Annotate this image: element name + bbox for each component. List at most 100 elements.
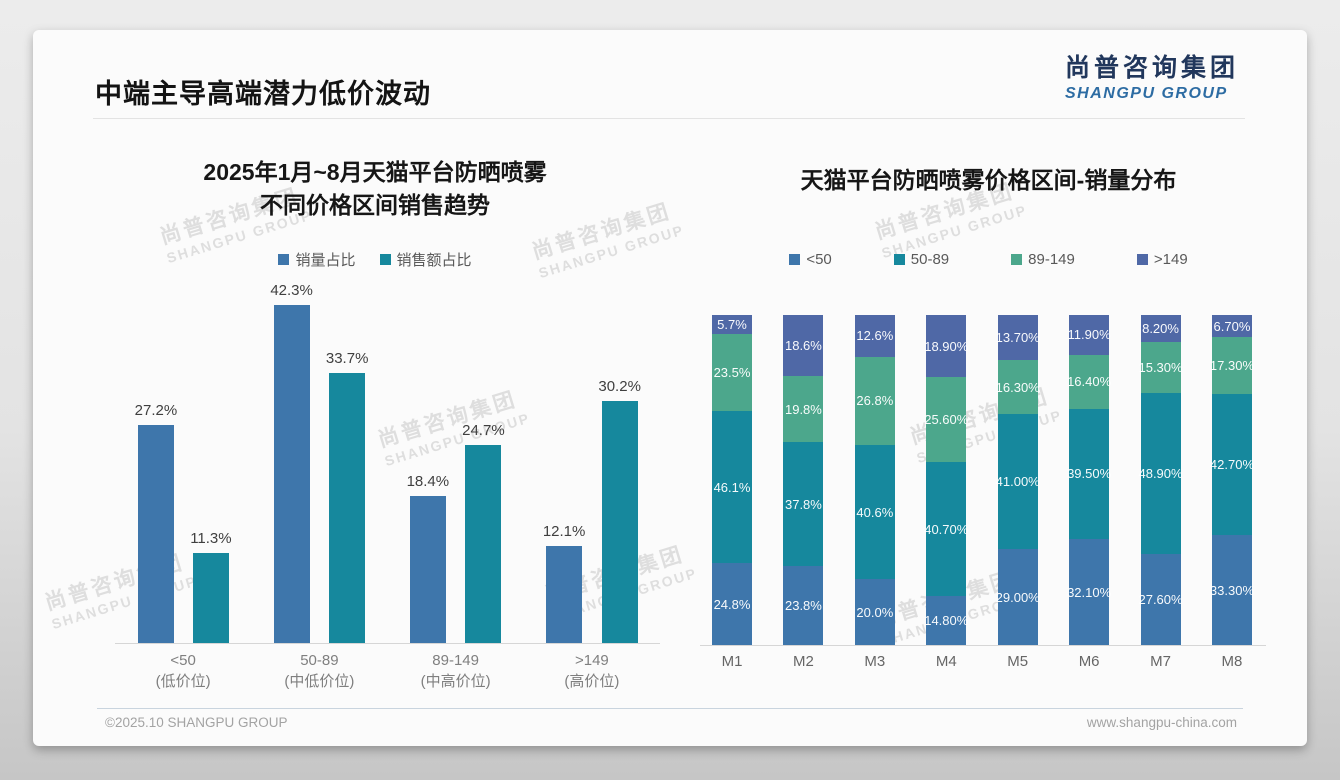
- stacked-bar-M7: 8.20% 15.30% 48.90% 27.60%: [1138, 315, 1183, 645]
- segment-value-label: 18.90%: [924, 338, 969, 354]
- segment-value-label: 40.6%: [856, 504, 894, 520]
- segment-<50: 29.00%: [995, 549, 1040, 645]
- right-chart-axis-line: [700, 645, 1266, 646]
- legend-item-89-149: 89-149: [1011, 251, 1075, 268]
- month-label: M2: [793, 653, 814, 670]
- segment->149: 18.90%: [924, 315, 969, 378]
- bar-group-<50: 27.2% 11.3%: [115, 303, 251, 643]
- segment-89-149: 23.5%: [712, 333, 752, 412]
- segment-50-89: 39.50%: [1067, 408, 1112, 540]
- legend-label: <50: [806, 251, 832, 268]
- stacked-bar-M4: 18.90% 25.60% 40.70% 14.80%: [924, 315, 969, 645]
- segment-50-89: 42.70%: [1210, 394, 1254, 536]
- legend-item-<50: <50: [789, 251, 832, 268]
- left-chart-title-line2: 不同价格区间销售趋势: [260, 192, 490, 219]
- segment->149: 18.6%: [783, 315, 824, 377]
- copyright-text: ©2025.10 SHANGPU GROUP: [105, 715, 288, 730]
- bar-rect: [546, 546, 583, 643]
- website-text: www.shangpu-china.com: [1086, 715, 1237, 730]
- page-title: 中端主导高端潜力低价波动: [95, 79, 431, 109]
- segment-value-label: 8.20%: [1142, 321, 1179, 337]
- legend-color-chip: [1136, 254, 1148, 265]
- bar-rect: [329, 373, 366, 643]
- stacked-bar-M1: 5.7% 23.5% 46.1% 24.8%: [712, 315, 752, 645]
- segment-<50: 27.60%: [1138, 553, 1183, 645]
- segment-value-label: 18.6%: [784, 338, 822, 354]
- segment-89-149: 26.8%: [854, 356, 895, 446]
- segment-value-label: 29.00%: [995, 589, 1040, 605]
- bar-rect: [601, 401, 638, 643]
- bar-销量占比: 12.1%: [542, 523, 586, 643]
- segment->149: 13.70%: [996, 315, 1040, 361]
- segment-50-89: 41.00%: [995, 414, 1040, 550]
- segment->149: 8.20%: [1140, 315, 1181, 343]
- left-chart-title-line1: 2025年1月~8月天猫平台防晒喷雾: [203, 159, 547, 185]
- x-axis-label-range: >149: [574, 652, 609, 669]
- x-axis-label-tier: (中低价位): [284, 673, 355, 690]
- segment-value-label: 48.90%: [1138, 465, 1183, 481]
- bar-value-label: 12.1%: [542, 523, 586, 541]
- segment-value-label: 46.1%: [713, 479, 751, 495]
- bar-group-89-149: 18.4% 24.7%: [388, 303, 524, 643]
- segment-<50: 20.0%: [854, 579, 895, 645]
- x-axis-label-tier: (中高价位): [420, 673, 491, 690]
- bar-rect: [137, 425, 174, 643]
- month-label: M1: [721, 653, 743, 670]
- segment-<50: 32.10%: [1067, 539, 1112, 645]
- bar-rect: [192, 552, 229, 643]
- segment-value-label: 40.70%: [924, 521, 969, 537]
- left-chart-x-axis: <50 (低价位) 50-89 (中低价位) 89-149 (中高价位) >149 (高价位): [115, 650, 660, 692]
- legend-label: 50-89: [910, 251, 950, 268]
- segment-value-label: 24.8%: [713, 596, 751, 612]
- legend-color-chip: [893, 254, 905, 265]
- stacked-bar-M6: 11.90% 16.40% 39.50% 32.10%: [1067, 315, 1112, 645]
- bar-销量占比: 27.2%: [135, 402, 177, 643]
- bar-group-50-89: 42.3% 33.7%: [251, 282, 387, 643]
- segment-value-label: 41.00%: [995, 474, 1040, 490]
- logo: 尚普咨询集团 SHANGPU GROUP: [1065, 48, 1239, 103]
- legend-color-chip: [379, 254, 391, 265]
- segment-value-label: 27.60%: [1138, 591, 1183, 607]
- segment-89-149: 25.60%: [924, 377, 969, 462]
- segment-value-label: 25.60%: [924, 412, 969, 428]
- month-label: M7: [1150, 653, 1171, 670]
- segment-value-label: 6.70%: [1213, 318, 1251, 334]
- grouped-bar-chart: 2025年1月~8月天猫平台防晒喷雾 不同价格区间销售趋势 销量占比 销售额占比 …: [60, 150, 690, 730]
- slide-footer: ©2025.10 SHANGPU GROUP www.shangpu-china…: [105, 715, 1237, 730]
- right-chart-plot: 5.7% 23.5% 46.1% 24.8% 18.6% 19.8% 37.8% 23.8% 1…: [712, 315, 1254, 645]
- x-axis-label: 89-149 (中高价位): [388, 650, 524, 692]
- segment-value-label: 39.50%: [1067, 466, 1112, 482]
- logo-en-text: SHANGPU GROUP: [1064, 85, 1228, 102]
- segment-value-label: 23.8%: [784, 598, 822, 614]
- legend-label: 销售额占比: [396, 252, 472, 269]
- segment->149: 6.70%: [1211, 315, 1252, 338]
- bar-销量占比: 42.3%: [270, 282, 313, 643]
- segment-89-149: 15.30%: [1138, 342, 1183, 393]
- legend-label: 销量占比: [295, 252, 356, 269]
- stacked-bar-M2: 18.6% 19.8% 37.8% 23.8%: [783, 315, 824, 645]
- segment-89-149: 19.8%: [783, 376, 824, 442]
- legend-color-chip: [278, 254, 290, 265]
- segment-89-149: 17.30%: [1209, 337, 1254, 395]
- legend-item->149: >149: [1136, 251, 1188, 268]
- segment-value-label: 32.10%: [1067, 584, 1112, 600]
- segment-<50: 33.30%: [1209, 535, 1254, 645]
- legend-label: 89-149: [1028, 251, 1075, 268]
- segment-value-label: 19.8%: [784, 401, 822, 417]
- segment-value-label: 23.5%: [713, 365, 751, 381]
- segment-value-label: 33.30%: [1209, 582, 1254, 598]
- bar-rect: [409, 495, 446, 643]
- stacked-bar-M3: 12.6% 26.8% 40.6% 20.0%: [854, 315, 895, 645]
- bar-value-label: 42.3%: [270, 281, 313, 299]
- segment-50-89: 40.70%: [924, 461, 969, 597]
- right-chart-title: 天猫平台防晒喷雾价格区间-销量分布: [800, 167, 1177, 193]
- segment-value-label: 17.30%: [1209, 358, 1254, 374]
- header-divider: [93, 118, 1245, 119]
- right-chart-x-axis: M1 M2 M3 M4 M5 M6 M7 M8: [712, 653, 1252, 670]
- x-axis-label: >149 (高价位): [524, 650, 660, 692]
- bar-销售额占比: 11.3%: [190, 530, 232, 643]
- x-axis-label-tier: (高价位): [564, 673, 620, 690]
- month-label: M5: [1007, 653, 1029, 670]
- segment-value-label: 16.40%: [1067, 374, 1112, 390]
- segment-value-label: 37.8%: [784, 496, 822, 512]
